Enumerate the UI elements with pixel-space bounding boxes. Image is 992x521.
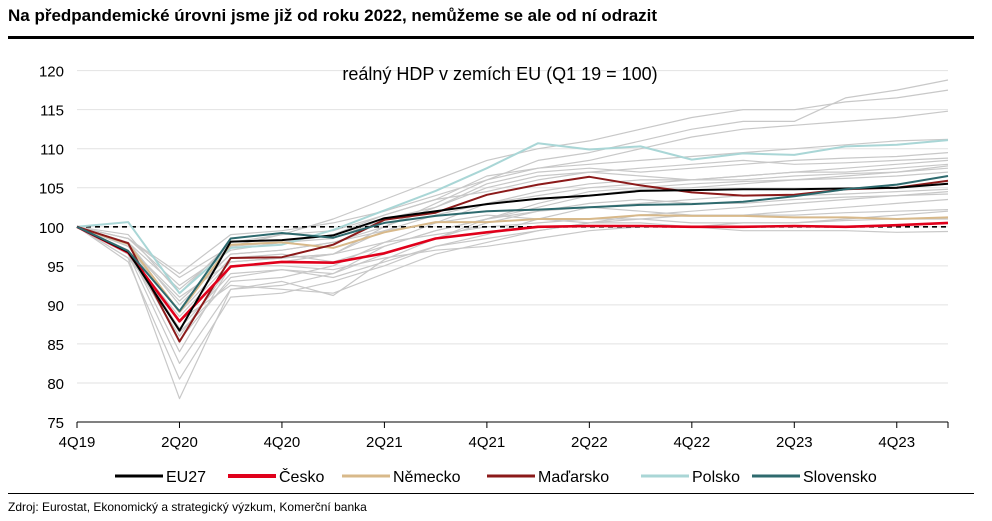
x-tick-label: 4Q23 — [878, 434, 915, 451]
background-country-line — [76, 191, 949, 322]
background-country-line — [76, 163, 949, 333]
y-tick-label: 100 — [39, 220, 64, 237]
x-tick-label: 2Q20 — [161, 434, 198, 451]
x-axis-ticks — [76, 422, 949, 428]
y-tick-label: 105 — [39, 181, 64, 198]
x-tick-label: 4Q21 — [469, 434, 506, 451]
y-tick-label: 85 — [47, 337, 64, 354]
legend-label-polsko: Polsko — [692, 469, 740, 486]
background-country-line — [76, 89, 949, 279]
series-line-cesko — [76, 221, 949, 323]
highlighted-series — [76, 139, 949, 343]
x-tick-label: 4Q19 — [59, 434, 96, 451]
legend-label-cesko: Česko — [279, 467, 324, 486]
y-axis-tick-labels: 75 80 85 90 95 100 105 110 115 120 — [39, 64, 64, 432]
y-tick-label: 90 — [47, 298, 64, 315]
legend-label-madarsko: Maďarsko — [538, 469, 609, 486]
x-tick-label: 4Q20 — [264, 434, 301, 451]
x-tick-label: 2Q22 — [571, 434, 608, 451]
y-tick-label: 80 — [47, 376, 64, 393]
legend-label-slovensko: Slovensko — [803, 469, 877, 486]
series-line-madarsko — [76, 175, 949, 343]
background-country-line — [76, 171, 949, 400]
legend: EU27 Česko Německo Maďarsko Polsko Slovensko — [115, 467, 877, 486]
chart-title: reálný HDP v zemích EU (Q1 19 = 100) — [342, 64, 657, 84]
x-tick-label: 2Q21 — [366, 434, 403, 451]
title-rule — [8, 36, 974, 39]
page-title: Na předpandemické úrovni jsme již od rok… — [8, 6, 658, 25]
background-country-line — [76, 214, 949, 306]
y-tick-label: 115 — [40, 103, 64, 120]
background-country-line — [76, 218, 948, 298]
series-line-eu27 — [76, 182, 949, 332]
background-series — [76, 79, 949, 400]
source-note: Zdroj: Eurostat, Ekonomický a strategick… — [8, 500, 367, 514]
x-tick-label: 2Q23 — [776, 434, 813, 451]
background-country-line — [76, 165, 949, 364]
background-country-line — [76, 138, 949, 275]
legend-label-nemecko: Německo — [393, 469, 461, 486]
y-tick-label: 95 — [47, 259, 64, 276]
x-axis-tick-labels: 4Q19 2Q20 4Q20 2Q21 4Q21 2Q22 4Q22 2Q23 4Q23 — [59, 434, 915, 451]
bottom-rule — [8, 493, 974, 494]
series-line-slovensko — [76, 175, 949, 313]
background-country-line — [76, 152, 949, 290]
x-tick-label: 4Q22 — [673, 434, 710, 451]
line-chart: 75 80 85 90 95 100 105 110 115 120 4Q19 2Q20 4Q20 2Q… — [39, 64, 949, 486]
y-tick-label: 75 — [47, 415, 64, 432]
y-tick-label: 110 — [40, 142, 64, 159]
background-country-line — [76, 79, 949, 353]
background-country-line — [76, 198, 949, 341]
legend-label-eu27: EU27 — [166, 469, 206, 486]
y-tick-label: 120 — [39, 64, 64, 81]
